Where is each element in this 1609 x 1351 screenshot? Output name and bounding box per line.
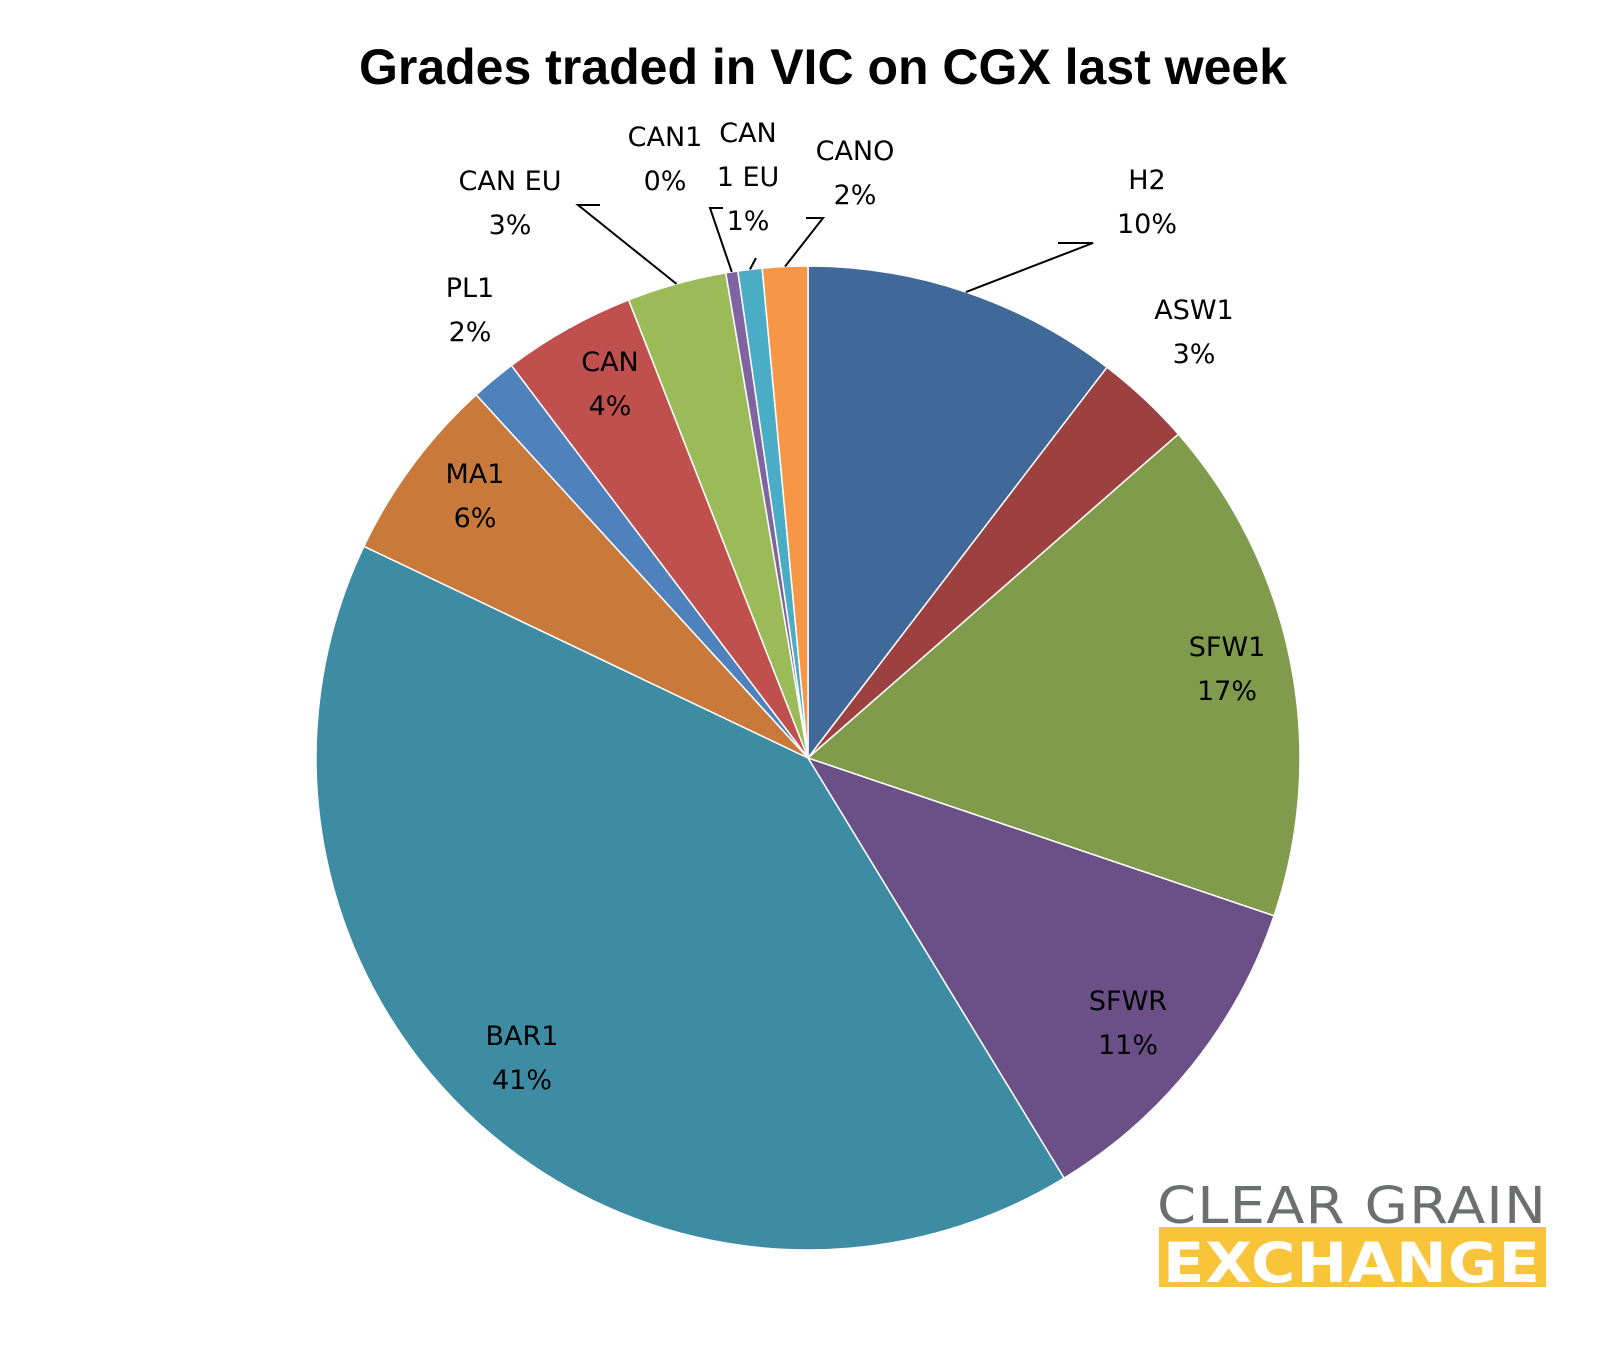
leader-line [784, 217, 826, 268]
chart-title: Grades traded in VIC on CGX last week [359, 39, 1287, 95]
slice-label: CANO 2% [816, 136, 895, 211]
slice-label: CAN EU 3% [459, 166, 562, 241]
slice-label: BAR1 41% [486, 1021, 559, 1096]
leader-line [965, 242, 1094, 293]
slice-label: CAN 1 EU 1% [717, 118, 780, 237]
slice-label: CAN 4% [581, 347, 639, 422]
leader-line [708, 207, 733, 273]
pie-slice-bar1 [315, 545, 1066, 1251]
slice-label: MA1 6% [446, 459, 505, 534]
slice-label: H2 10% [1117, 165, 1177, 240]
slice-label: ASW1 3% [1154, 295, 1233, 370]
pie-slice-sfw1 [806, 433, 1301, 917]
slice-label: PL1 2% [446, 273, 495, 348]
clear-grain-exchange-logo: CLEAR GRAIN EXCHANGE [1157, 1177, 1547, 1295]
pie-slices [315, 265, 1301, 1251]
slice-label: SFWR 11% [1089, 986, 1167, 1061]
pie-slice-cano [761, 265, 809, 759]
logo-band [1159, 1227, 1546, 1287]
pie-slice-ma1 [362, 393, 809, 759]
slice-labels: H2 10% ASW1 3% SFW1 17% SFWR 11% BAR1 41% MA1 6% PL1… [446, 118, 1266, 1096]
logo-line2: EXCHANGE [1163, 1231, 1541, 1295]
leader-line [575, 204, 678, 285]
logo-line1: CLEAR GRAIN [1157, 1177, 1547, 1236]
leader-lines [575, 204, 1094, 293]
slice-label: SFW1 17% [1189, 632, 1266, 707]
pie-slice-h2 [807, 265, 1109, 761]
pie-slice-sfwr [806, 756, 1275, 1180]
slice-label: CAN1 0% [628, 122, 703, 197]
leader-line [749, 257, 757, 270]
